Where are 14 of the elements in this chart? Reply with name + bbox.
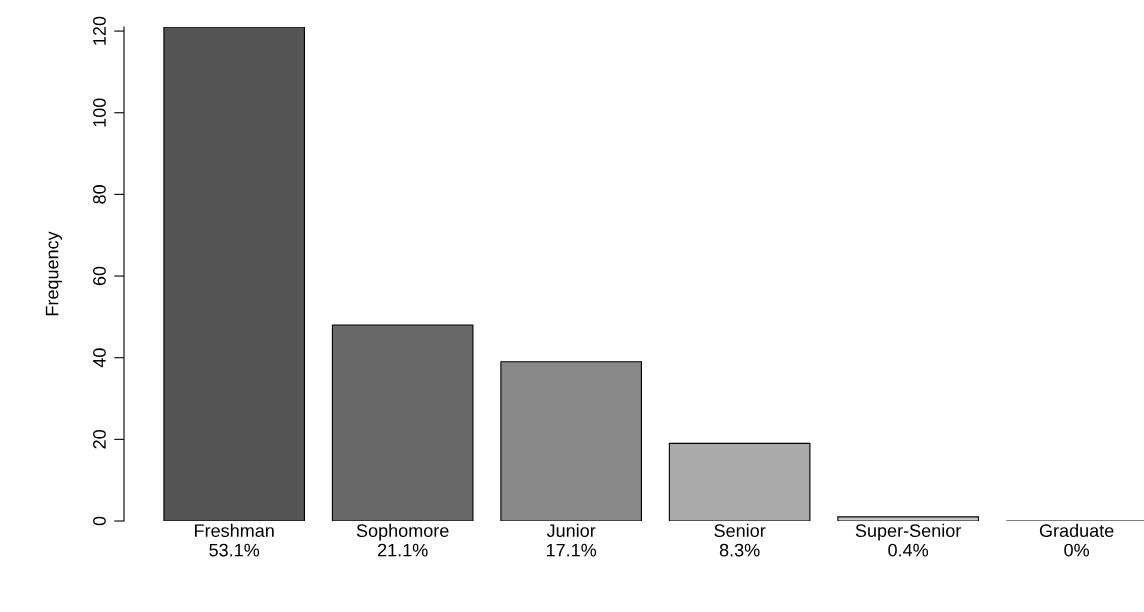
y-axis-title: Frequency (45, 231, 63, 316)
x-tick-label: Graduate 0% (1039, 523, 1114, 557)
y-tick-label: 20 (93, 430, 106, 449)
x-tick-label: Sophomore 21.1% (356, 523, 449, 557)
y-tick-label: 0 (93, 516, 106, 526)
x-tick-label: Senior 8.3% (714, 523, 766, 557)
x-tick-label: Junior 17.1% (546, 523, 597, 557)
y-tick-label: 100 (93, 98, 106, 127)
y-tick-label: 80 (93, 185, 106, 204)
x-tick-label: Super-Senior 0.4% (855, 523, 962, 557)
y-tick-label: 40 (93, 348, 106, 368)
y-tick-label: 120 (93, 16, 106, 45)
y-tick-label: 60 (93, 266, 106, 286)
x-tick-label: Freshman 53.1% (195, 523, 274, 557)
